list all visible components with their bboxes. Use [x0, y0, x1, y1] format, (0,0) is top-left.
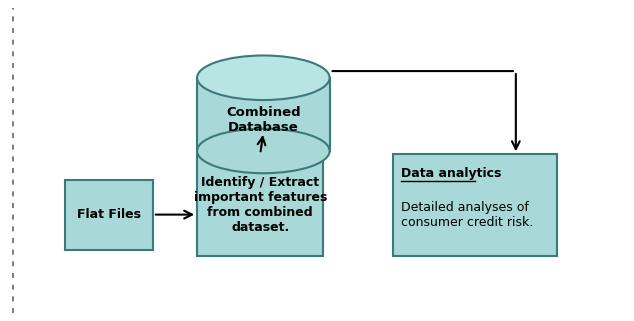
FancyBboxPatch shape [392, 154, 557, 256]
Text: Detailed analyses of
consumer credit risk.: Detailed analyses of consumer credit ris… [401, 201, 533, 229]
Text: Identify / Extract
important features
from combined
dataset.: Identify / Extract important features fr… [193, 176, 327, 234]
Ellipse shape [197, 56, 330, 100]
FancyBboxPatch shape [197, 78, 330, 151]
Ellipse shape [197, 129, 330, 173]
Text: Flat Files: Flat Files [77, 208, 141, 221]
FancyBboxPatch shape [65, 179, 153, 250]
FancyBboxPatch shape [197, 154, 323, 256]
Text: Combined
Database: Combined Database [226, 106, 301, 134]
Text: Data analytics: Data analytics [401, 167, 501, 180]
